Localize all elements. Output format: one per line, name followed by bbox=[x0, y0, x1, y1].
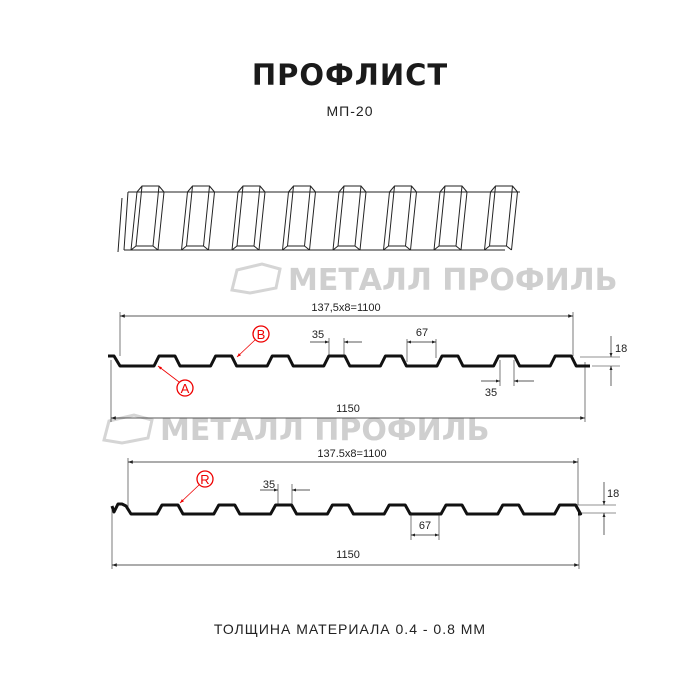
profile-2: 137.5x8=1100 1150 35 67 18 R bbox=[110, 448, 619, 569]
sheet-rib bbox=[383, 185, 417, 251]
sheet-rib bbox=[130, 185, 165, 251]
sheet-rib bbox=[332, 185, 367, 251]
trough-width-label: 67 bbox=[416, 327, 428, 339]
page-subtitle: МП-20 bbox=[326, 103, 374, 119]
watermark-logo-icon bbox=[102, 413, 154, 445]
crest-width-label: 35 bbox=[263, 479, 275, 491]
total-width-label: 1150 bbox=[336, 549, 360, 561]
profile-1-shape bbox=[108, 354, 590, 368]
trough-width-label: 67 bbox=[419, 520, 431, 532]
marker-r-circle bbox=[196, 470, 214, 488]
marker-a: A bbox=[181, 381, 190, 396]
bottom-crest-label: 35 bbox=[485, 387, 497, 399]
sheet-rib bbox=[282, 185, 316, 251]
sheet-rib bbox=[433, 185, 468, 251]
height-label: 18 bbox=[615, 343, 627, 355]
total-width-label: 1150 bbox=[336, 403, 360, 415]
profile-1: 137,5x8=1100 1150 35 67 35 18 A B bbox=[108, 302, 627, 422]
pitch-label: 137,5x8=1100 bbox=[311, 302, 380, 314]
marker-r: R bbox=[200, 472, 209, 487]
sheet-perspective-view bbox=[117, 185, 520, 253]
sheet-rib bbox=[181, 185, 215, 251]
marker-a-circle bbox=[176, 379, 194, 397]
height-label: 18 bbox=[607, 488, 619, 500]
pitch-label: 137.5x8=1100 bbox=[317, 448, 386, 460]
material-thickness-note: ТОЛЩИНА МАТЕРИАЛА 0.4 - 0.8 ММ bbox=[213, 621, 487, 637]
marker-b: B bbox=[257, 327, 266, 342]
watermark-logo-icon bbox=[230, 262, 282, 295]
crest-width-label: 35 bbox=[312, 329, 324, 341]
watermark-text: МЕТАЛЛ ПРОФИЛЬ bbox=[288, 263, 618, 298]
page-title: ПРОФЛИСТ bbox=[251, 58, 449, 92]
sheet-rib bbox=[484, 185, 518, 251]
watermark-1: МЕТАЛЛ ПРОФИЛЬ bbox=[230, 262, 618, 298]
profile-2-shape bbox=[110, 502, 583, 516]
sheet-outline bbox=[117, 191, 520, 253]
sheet-rib bbox=[231, 185, 266, 251]
marker-b-circle bbox=[252, 325, 270, 343]
